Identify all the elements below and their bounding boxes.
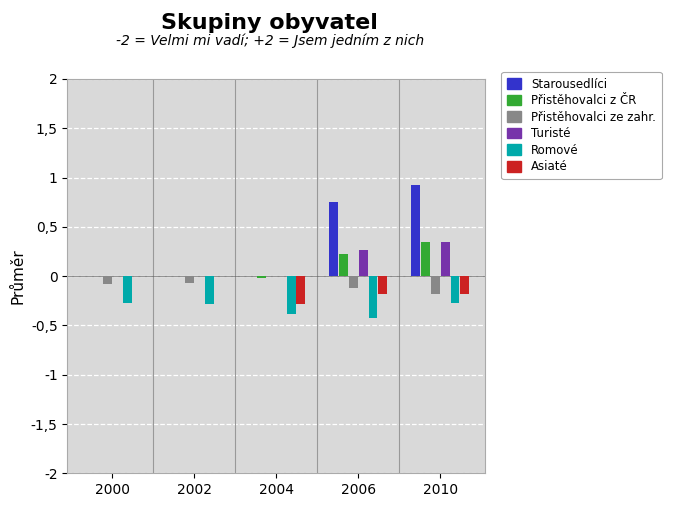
Bar: [349, 276, 358, 288]
Bar: [339, 255, 348, 276]
Bar: [330, 202, 338, 276]
Bar: [378, 276, 388, 294]
Bar: [185, 276, 194, 283]
Bar: [297, 276, 305, 304]
Y-axis label: Průměr: Průměr: [10, 248, 25, 304]
Bar: [286, 276, 295, 313]
Bar: [359, 249, 367, 276]
Bar: [411, 186, 420, 276]
Bar: [421, 241, 430, 276]
Bar: [257, 276, 266, 278]
Bar: [431, 276, 439, 294]
Text: -2 = Velmi mi vadí; +2 = Jsem jedním z nich: -2 = Velmi mi vadí; +2 = Jsem jedním z n…: [115, 33, 424, 48]
Text: Skupiny obyvatel: Skupiny obyvatel: [161, 13, 378, 33]
Bar: [441, 241, 450, 276]
Bar: [103, 276, 112, 284]
Bar: [369, 276, 377, 318]
Bar: [123, 276, 131, 303]
Bar: [205, 276, 214, 304]
Bar: [450, 276, 460, 303]
Bar: [460, 276, 469, 294]
Legend: Starousedlíci, Přistěhovalci z ČR, Přistěhovalci ze zahr., Turisté, Romové, Asia: Starousedlíci, Přistěhovalci z ČR, Přist…: [501, 72, 662, 179]
